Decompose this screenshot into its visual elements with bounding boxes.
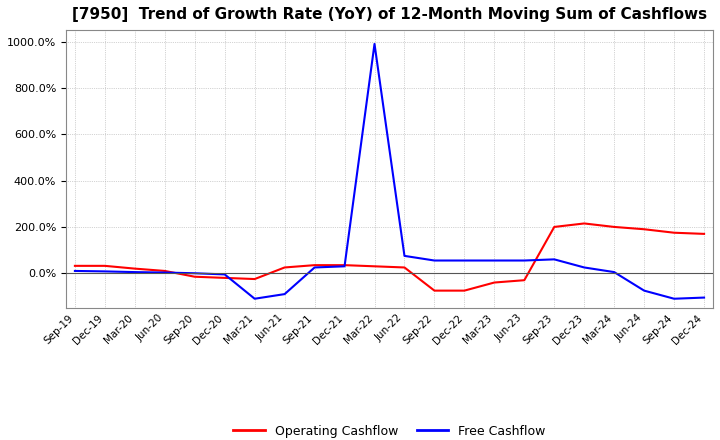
Free Cashflow: [341, 264, 349, 269]
Legend: Operating Cashflow, Free Cashflow: Operating Cashflow, Free Cashflow: [228, 420, 551, 440]
Free Cashflow: [700, 295, 708, 300]
Operating Cashflow: [251, 276, 259, 282]
Free Cashflow: [310, 265, 319, 270]
Free Cashflow: [550, 257, 559, 262]
Operating Cashflow: [460, 288, 469, 293]
Free Cashflow: [190, 271, 199, 276]
Free Cashflow: [610, 269, 618, 275]
Free Cashflow: [71, 268, 79, 274]
Operating Cashflow: [520, 278, 528, 283]
Free Cashflow: [370, 41, 379, 47]
Free Cashflow: [670, 296, 678, 301]
Operating Cashflow: [490, 280, 499, 285]
Operating Cashflow: [700, 231, 708, 237]
Operating Cashflow: [130, 266, 139, 271]
Operating Cashflow: [370, 264, 379, 269]
Free Cashflow: [520, 258, 528, 263]
Free Cashflow: [430, 258, 438, 263]
Operating Cashflow: [430, 288, 438, 293]
Line: Free Cashflow: Free Cashflow: [75, 44, 704, 299]
Operating Cashflow: [161, 268, 169, 274]
Free Cashflow: [130, 269, 139, 275]
Free Cashflow: [280, 291, 289, 297]
Operating Cashflow: [580, 221, 588, 226]
Operating Cashflow: [310, 263, 319, 268]
Operating Cashflow: [71, 263, 79, 268]
Free Cashflow: [580, 265, 588, 270]
Free Cashflow: [460, 258, 469, 263]
Free Cashflow: [220, 272, 229, 277]
Operating Cashflow: [670, 230, 678, 235]
Free Cashflow: [251, 296, 259, 301]
Operating Cashflow: [400, 265, 409, 270]
Line: Operating Cashflow: Operating Cashflow: [75, 224, 704, 291]
Operating Cashflow: [550, 224, 559, 230]
Free Cashflow: [400, 253, 409, 259]
Operating Cashflow: [280, 265, 289, 270]
Operating Cashflow: [610, 224, 618, 230]
Free Cashflow: [640, 288, 649, 293]
Free Cashflow: [490, 258, 499, 263]
Operating Cashflow: [190, 274, 199, 279]
Free Cashflow: [101, 269, 109, 274]
Operating Cashflow: [640, 227, 649, 232]
Operating Cashflow: [101, 263, 109, 268]
Operating Cashflow: [220, 275, 229, 281]
Title: [7950]  Trend of Growth Rate (YoY) of 12-Month Moving Sum of Cashflows: [7950] Trend of Growth Rate (YoY) of 12-…: [72, 7, 707, 22]
Operating Cashflow: [341, 263, 349, 268]
Free Cashflow: [161, 270, 169, 275]
